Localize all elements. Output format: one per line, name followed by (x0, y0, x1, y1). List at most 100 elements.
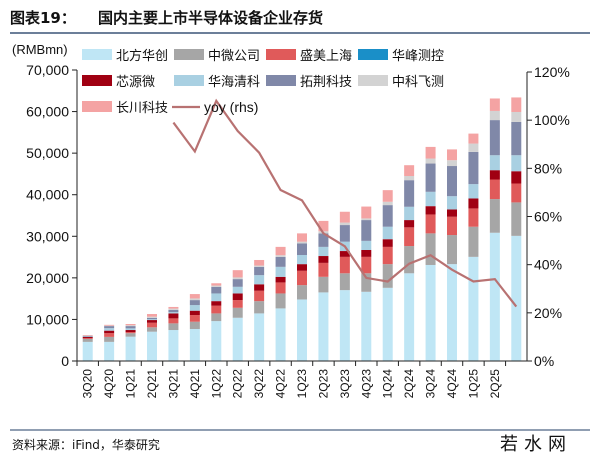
legend-swatch (358, 75, 388, 86)
bar-segment (297, 299, 307, 361)
bar-segment (404, 246, 415, 274)
bar-segment (189, 294, 200, 299)
bar-segment (189, 300, 200, 306)
bar-segment (254, 259, 265, 266)
bar-segment (232, 286, 243, 294)
bar-segment (511, 111, 522, 122)
bar-segment (382, 287, 393, 361)
x-tick-label: 4Q22 (274, 369, 288, 399)
legend-swatch (266, 75, 296, 86)
legend-label: 华海清科 (208, 75, 260, 90)
bar-segment (254, 284, 265, 291)
bar-segment (468, 226, 479, 257)
bar-segment (125, 324, 136, 326)
bar-segment (104, 326, 115, 329)
bar-segment (511, 97, 522, 112)
x-tick-label: 1Q25 (466, 369, 480, 399)
legend-swatch (266, 49, 296, 60)
bar-segment (404, 206, 415, 221)
bar-segment (468, 184, 479, 199)
bar-segment (339, 251, 350, 257)
bar-segment (254, 266, 265, 276)
chart-title: 国内主要上市半导体设备企业存货 (98, 9, 323, 27)
legend-swatch (82, 101, 112, 112)
bar-segment (361, 256, 372, 274)
bar-segment (275, 308, 286, 361)
bar-segment (425, 233, 436, 265)
bar-segment (297, 285, 307, 300)
bar-segment (447, 166, 457, 197)
bar-segment (468, 143, 479, 152)
bar-segment (339, 225, 350, 242)
legend-label: yoy (rhs) (204, 99, 258, 115)
bar-segment (125, 325, 136, 327)
bar-segment (339, 273, 350, 291)
bar-segment (297, 243, 307, 255)
bar-segment (275, 276, 286, 283)
bar-segment (82, 341, 93, 361)
bar-segment (254, 301, 265, 314)
bar-segment (382, 264, 393, 288)
bar-segment (382, 246, 393, 265)
yoy-line (172, 98, 518, 308)
bar-segment (425, 158, 436, 164)
x-tick-label: 2Q21 (145, 369, 159, 399)
bar-segment (447, 209, 457, 217)
x-tick-label: 1Q23 (295, 369, 309, 399)
bar-segment (318, 276, 329, 293)
bar-segment (339, 222, 350, 226)
bar-segment (447, 160, 457, 167)
bar-segment (232, 317, 243, 361)
x-tick-label: 3Q24 (424, 369, 438, 399)
y-tick-label: 60,000 (26, 104, 69, 120)
bar-segment (297, 233, 307, 242)
bar-segment (382, 201, 393, 206)
y2-tick-label: 100% (534, 112, 570, 128)
bar-segment (189, 321, 200, 329)
legend-swatch (174, 49, 204, 60)
bar-segment (254, 265, 265, 267)
bar-segment (511, 155, 522, 172)
x-tick-label: 3Q23 (338, 369, 352, 399)
bar-segment (189, 315, 200, 322)
bar-segment (468, 256, 479, 361)
y-tick-label: 70,000 (26, 62, 69, 78)
bar-segment (468, 133, 479, 144)
x-tick-label: 2Q23 (316, 369, 330, 399)
legend-swatch (174, 75, 204, 86)
bar-segment (361, 218, 372, 221)
x-tick-label: 3Q20 (81, 369, 95, 399)
bar-segment (318, 246, 329, 257)
bar-segment (211, 283, 222, 286)
bar-segment (104, 328, 115, 331)
bar-segment (168, 308, 179, 310)
bar-segment (447, 196, 457, 210)
bar-segment (189, 328, 200, 361)
bar-segment (404, 165, 415, 177)
bar-segment (447, 216, 457, 236)
bar-segment (382, 205, 393, 227)
chart-title-prefix: 图表19： (10, 9, 76, 27)
bar-segment (211, 285, 222, 287)
x-tick-label: 4Q21 (188, 369, 202, 399)
bar-segment (147, 331, 157, 361)
bar-segment (232, 300, 243, 308)
bar-segment (511, 183, 522, 203)
x-tick-label: 1Q21 (124, 369, 138, 399)
bar-segment (297, 264, 307, 271)
bar-segment (104, 330, 115, 334)
bar-segment (211, 286, 222, 294)
bar-segment (489, 110, 500, 121)
bar-segment (254, 275, 265, 285)
bar-segment (489, 120, 500, 156)
x-tick-label: 2Q22 (231, 369, 245, 399)
bar-segment (254, 290, 265, 302)
x-tick-label: 2Q25 (488, 369, 502, 399)
bar-segment (275, 255, 286, 257)
x-tick-label: 1Q24 (381, 369, 395, 399)
bar-segment (511, 121, 522, 156)
bar-segment (468, 151, 479, 185)
bar-segment (232, 270, 243, 278)
bar-segment (339, 211, 350, 223)
